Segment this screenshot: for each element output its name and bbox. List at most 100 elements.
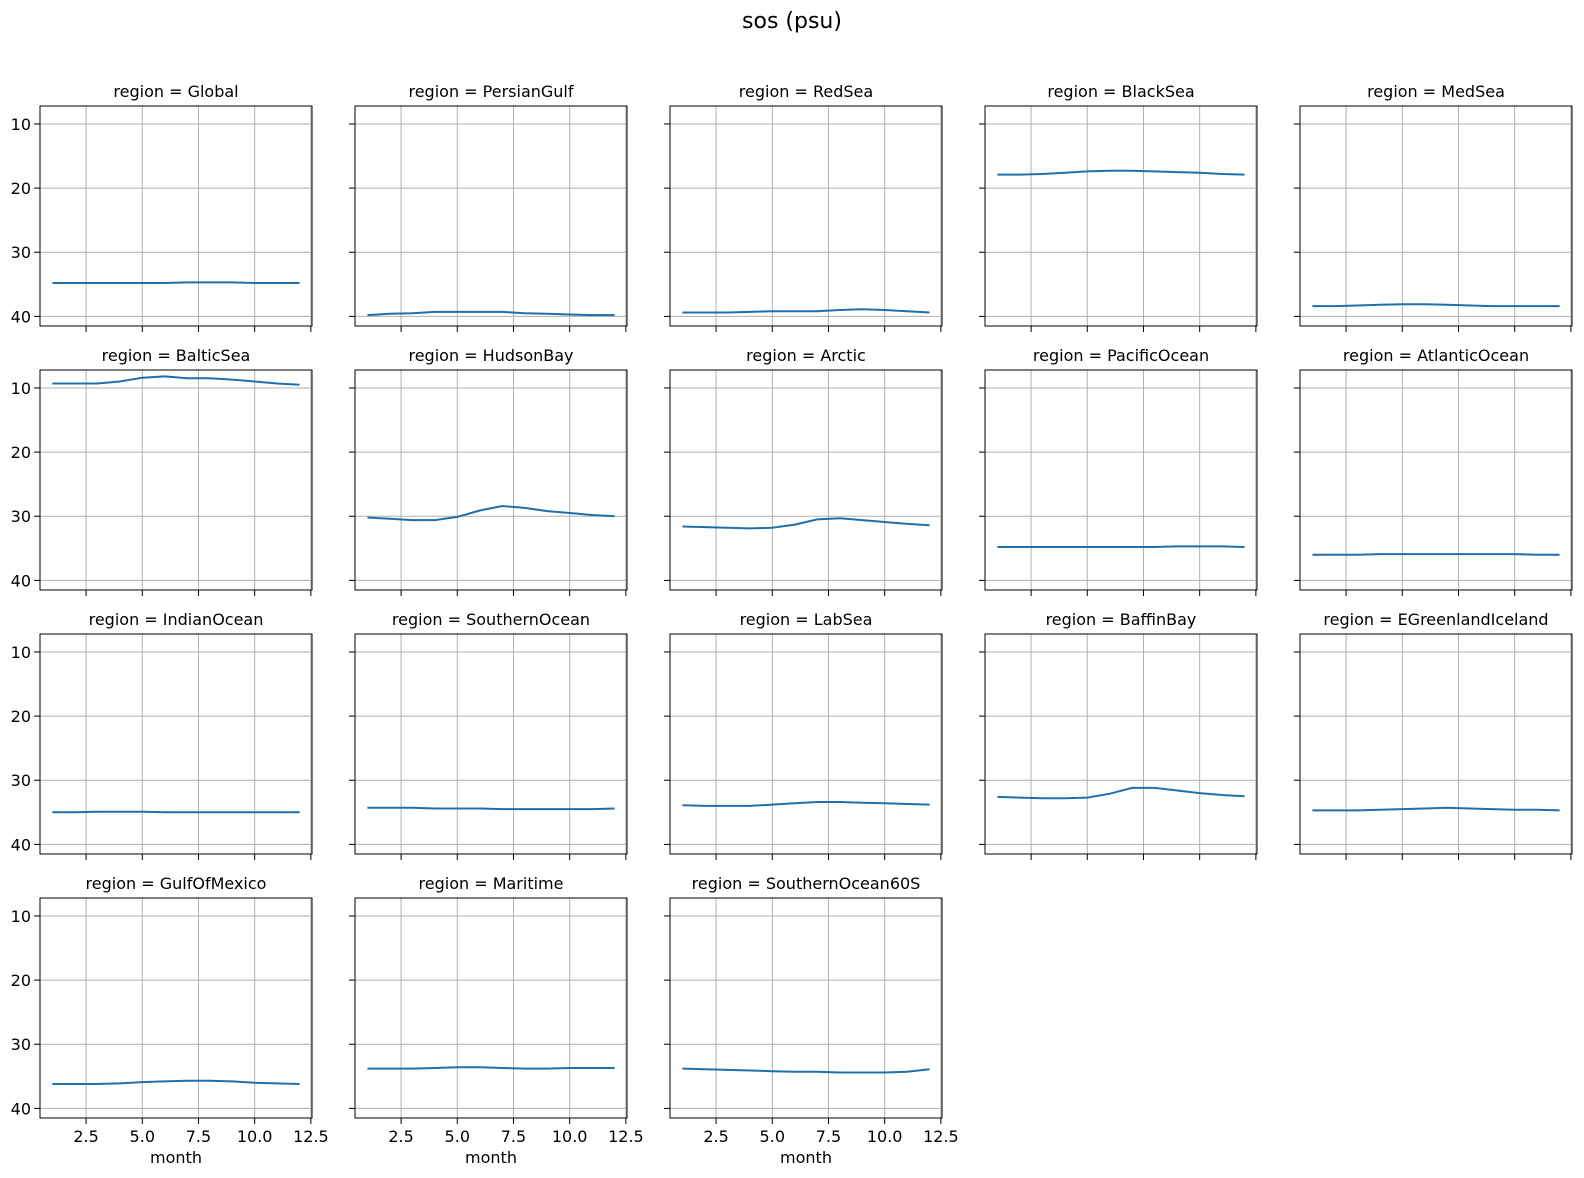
series-line: [1312, 806, 1560, 812]
panel-title: region = GulfOfMexico: [86, 874, 267, 893]
panel: region = SouthernOcean60S 2.5 5.0 7.5 10.0 12…: [664, 874, 959, 1167]
panel: region = AtlanticOcean: [1294, 346, 1573, 596]
panel-title: region = Maritime: [419, 874, 564, 893]
series-line: [682, 801, 930, 807]
x-axis-label: month: [465, 1148, 517, 1167]
y-tick-label: 40: [11, 571, 31, 590]
x-tick-label: 5.0: [760, 1127, 785, 1146]
panel: region = RedSea: [664, 82, 943, 332]
y-tick-label: 30: [11, 507, 31, 526]
x-tick-label: 7.5: [816, 1127, 841, 1146]
y-tick-label: 30: [11, 771, 31, 790]
y-tick-label: 20: [11, 443, 31, 462]
panel: region = BalticSea 10 20 30 40: [11, 346, 313, 596]
y-tick-label: 40: [11, 307, 31, 326]
series-line: [1312, 303, 1560, 308]
panel: region = Global 10 20 30 40: [11, 82, 313, 332]
x-tick-label: 10.0: [237, 1127, 273, 1146]
series-line: [52, 281, 300, 284]
axes-frame: [669, 633, 943, 855]
panel: region = BaffinBay: [979, 610, 1258, 860]
panel-title: region = BlackSea: [1047, 82, 1194, 101]
panel: region = SouthernOcean: [349, 610, 628, 860]
x-tick-label: 7.5: [501, 1127, 526, 1146]
series-line: [52, 1079, 300, 1085]
series-line: [367, 504, 615, 522]
y-tick-label: 10: [11, 115, 31, 134]
y-tick-label: 40: [11, 1099, 31, 1118]
series-line: [52, 375, 300, 386]
panel: region = GulfOfMexico 10 20 30 40 2.5 5.0 7.5 10…: [11, 874, 329, 1167]
x-tick-label: 2.5: [703, 1127, 728, 1146]
y-tick-label: 10: [11, 643, 31, 662]
axes-frame: [354, 105, 628, 327]
axes-frame: [354, 633, 628, 855]
panel: region = Maritime 2.5 5.0 7.5 10.0 12.5 month: [349, 874, 644, 1167]
x-axis-label: month: [150, 1148, 202, 1167]
panel-title: region = SouthernOcean60S: [692, 874, 921, 893]
panel: region = HudsonBay: [349, 346, 628, 596]
series-line: [367, 806, 615, 811]
series-line: [52, 810, 300, 814]
panel-title: region = Arctic: [746, 346, 866, 365]
y-tick-label: 10: [11, 907, 31, 926]
axes-frame: [984, 633, 1258, 855]
panel-title: region = EGreenlandIceland: [1323, 610, 1548, 629]
series-line: [1312, 553, 1560, 556]
panel: region = PacificOcean: [979, 346, 1258, 596]
axes-frame: [669, 897, 943, 1119]
panel-title: region = MedSea: [1367, 82, 1505, 101]
panel-title: region = Global: [113, 82, 238, 101]
panel-title: region = AtlanticOcean: [1343, 346, 1529, 365]
figure-title: sos (psu): [742, 9, 842, 34]
axes-frame: [39, 369, 313, 591]
x-tick-label: 10.0: [552, 1127, 588, 1146]
panel-title: region = BalticSea: [102, 346, 251, 365]
axes-frame: [984, 105, 1258, 327]
axes-frame: [39, 633, 313, 855]
panel: region = BlackSea: [979, 82, 1258, 332]
y-tick-label: 20: [11, 707, 31, 726]
panel-title: region = LabSea: [740, 610, 873, 629]
series-line: [682, 308, 930, 314]
x-tick-label: 5.0: [445, 1127, 470, 1146]
axes-frame: [984, 369, 1258, 591]
series-line: [367, 310, 615, 317]
panel-title: region = RedSea: [739, 82, 873, 101]
panel: region = PersianGulf: [349, 82, 628, 332]
panel-title: region = PersianGulf: [408, 82, 573, 101]
axes-frame: [354, 897, 628, 1119]
series-line: [997, 545, 1245, 548]
axes-frame: [669, 369, 943, 591]
panel: region = MedSea: [1294, 82, 1573, 332]
x-tick-label: 10.0: [867, 1127, 903, 1146]
panel: region = LabSea: [664, 610, 943, 860]
y-tick-label: 10: [11, 379, 31, 398]
y-tick-label: 40: [11, 835, 31, 854]
series-line: [367, 1066, 615, 1070]
axes-frame: [39, 897, 313, 1119]
panel-title: region = HudsonBay: [408, 346, 573, 365]
axes-frame: [1299, 369, 1573, 591]
axes-frame: [1299, 633, 1573, 855]
panel-title: region = BaffinBay: [1046, 610, 1197, 629]
series-line: [682, 517, 930, 530]
axes-frame: [354, 369, 628, 591]
panel-title: region = SouthernOcean: [392, 610, 590, 629]
x-tick-label: 2.5: [388, 1127, 413, 1146]
series-line: [997, 786, 1245, 800]
x-tick-label: 2.5: [73, 1127, 98, 1146]
y-tick-label: 30: [11, 1035, 31, 1054]
panel: region = IndianOcean 10 20 30 40: [11, 610, 313, 860]
y-tick-label: 30: [11, 243, 31, 262]
series-line: [682, 1067, 930, 1074]
y-tick-label: 20: [11, 971, 31, 990]
small-multiples-grid: region = Global 10 20 30 40 region = PersianG…: [11, 82, 1573, 1167]
panel: region = EGreenlandIceland: [1294, 610, 1573, 860]
x-tick-label: 12.5: [293, 1127, 329, 1146]
axes-frame: [39, 105, 313, 327]
axes-frame: [669, 105, 943, 327]
x-tick-label: 7.5: [186, 1127, 211, 1146]
x-axis-label: month: [780, 1148, 832, 1167]
